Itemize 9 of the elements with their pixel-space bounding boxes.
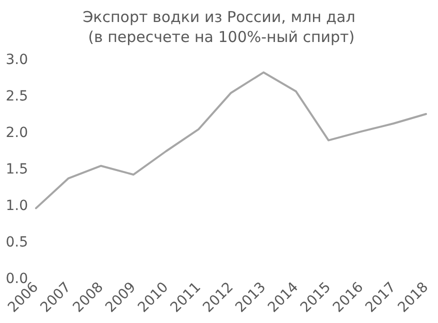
line-series: [35, 71, 427, 210]
y-tick-label: 1.5: [6, 162, 28, 178]
y-tick-label: 2.5: [6, 88, 28, 104]
chart-title: Экспорт водки из России, млн дал (в пересчете на 100%-ный спирт): [82, 8, 356, 46]
y-tick-label: 0.5: [6, 234, 28, 250]
y-tick-label: 0.0: [6, 271, 28, 287]
y-tick-label: 1.0: [6, 198, 28, 214]
y-tick-label: 3.0: [6, 52, 28, 68]
y-tick-label: 2.0: [6, 125, 28, 141]
